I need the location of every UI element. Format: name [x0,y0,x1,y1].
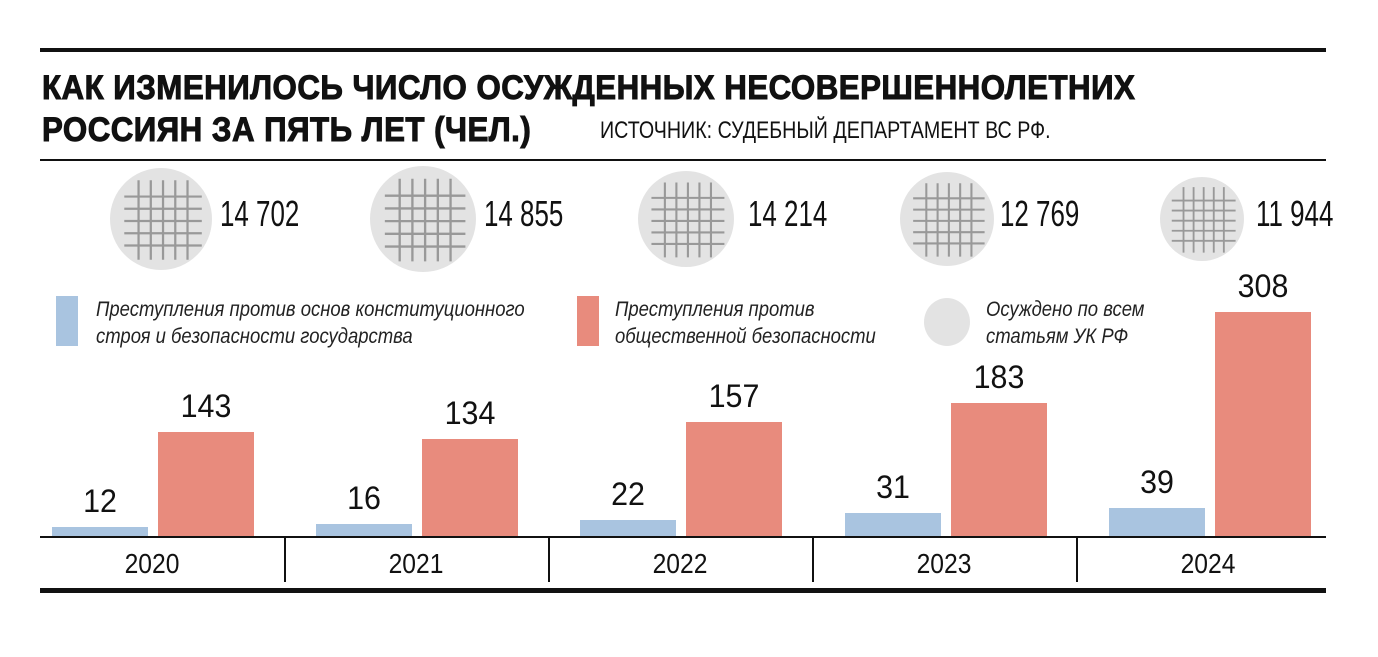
chart-title-line2: РОССИЯН ЗА ПЯТЬ ЛЕТ (ЧЕЛ.) [42,111,532,150]
bar-blue-2021 [316,524,412,536]
top-rule [40,48,1326,52]
x-axis-line [40,536,1326,538]
legend-label-total: Осуждено по всем статьям УК РФ [986,296,1144,350]
total-value: 11 944 [1256,193,1334,234]
total-circle-icon [638,171,734,267]
bar-blue-2023 [845,513,941,536]
total-circle-icon [110,168,212,270]
year-divider [548,538,550,582]
bar-red-2024 [1215,312,1311,536]
chart-title-line1: КАК ИЗМЕНИЛОСЬ ЧИСЛО ОСУЖДЕННЫХ НЕСОВЕРШ… [42,69,1136,108]
legend-label-blue-line2: строя и безопасности государства [96,325,413,348]
bar-value-label: 143 [180,388,232,424]
legend-label-total-line1: Осуждено по всем [986,298,1145,321]
bar-blue-2024 [1109,507,1205,536]
year-divider [284,538,286,582]
year-divider [1076,538,1078,582]
bar-value-label: 12 [83,483,117,520]
legend-label-blue-line1: Преступления против основ конституционно… [96,298,525,321]
bar-value-label: 16 [347,480,381,517]
bar-value-label: 39 [1140,463,1174,500]
header-divider [40,159,1326,161]
x-axis-label-year: 2024 [1180,548,1236,579]
bar-red-2021 [422,438,518,536]
bar-value-label: 183 [973,358,1025,395]
bar-red-2020 [158,432,254,536]
total-circle-icon [900,172,994,266]
legend-swatch-circle-icon [924,298,970,346]
legend-label-red-line1: Преступления против [615,298,815,321]
bar-red-2022 [686,421,782,536]
legend-label-total-line2: статьям УК РФ [986,325,1129,348]
bar-value-label: 308 [1237,268,1289,304]
year-divider [812,538,814,582]
legend-label-red-line2: общественной безопасности [615,325,876,348]
legend-label-red: Преступления против общественной безопас… [615,296,876,350]
total-circle-icon [370,166,476,272]
total-value: 12 769 [1000,193,1080,234]
total-value: 14 855 [484,193,564,234]
total-value: 14 702 [220,193,300,234]
x-axis-label-year: 2021 [388,548,444,579]
bar-red-2023 [951,402,1047,536]
x-axis-label-year: 2023 [916,548,972,579]
legend-swatch-blue [56,296,78,346]
bar-value-label: 31 [876,469,910,506]
total-value: 14 214 [748,193,828,234]
bar-blue-2020 [52,527,148,536]
bar-blue-2022 [580,520,676,536]
source-note: ИСТОЧНИК: СУДЕБНЫЙ ДЕПАРТАМЕНТ ВС РФ. [600,117,1051,144]
bar-value-label: 134 [444,394,496,431]
bottom-rule [40,588,1326,593]
bar-value-label: 22 [611,476,645,512]
x-axis-label-year: 2022 [652,548,708,579]
total-circle-icon [1160,177,1244,261]
legend-label-blue: Преступления против основ конституционно… [96,296,525,350]
bar-value-label: 157 [708,377,760,414]
x-axis-label-year: 2020 [124,548,180,579]
legend-swatch-red [577,296,599,346]
